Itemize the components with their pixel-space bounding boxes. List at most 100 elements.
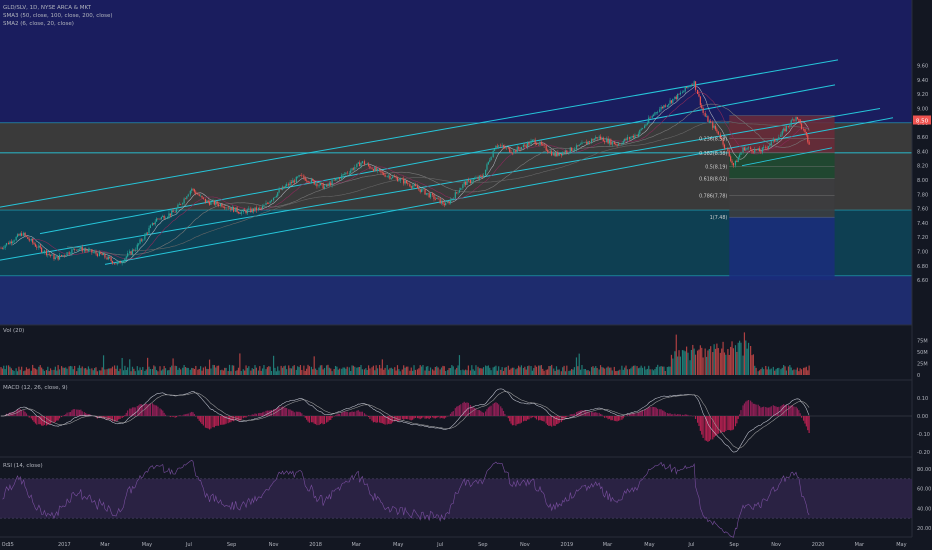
volume-bar	[116, 365, 118, 375]
volume-bar	[546, 369, 549, 375]
volume-bar	[496, 370, 498, 375]
volume-bar	[454, 369, 456, 375]
volume-bar	[803, 367, 805, 375]
volume-bar	[15, 368, 17, 375]
macd-histogram-bar	[354, 411, 356, 416]
volume-bar	[548, 366, 550, 375]
volume-bar	[56, 370, 58, 375]
volume-bar	[449, 368, 452, 375]
candle-body	[371, 168, 373, 170]
macd-histogram-bar	[694, 416, 697, 419]
time-tick-label: 2020	[812, 542, 825, 548]
candle-body	[716, 129, 718, 132]
candle-body	[670, 100, 673, 103]
macd-histogram-bar	[515, 416, 517, 426]
macd-histogram-bar	[587, 411, 589, 416]
candle-body	[19, 233, 21, 236]
candle-body	[745, 148, 747, 151]
candle-body	[568, 152, 570, 154]
volume-bar	[596, 368, 598, 375]
candle-body	[562, 152, 564, 156]
candle-body	[721, 138, 723, 139]
time-tick-label: May	[644, 542, 654, 548]
time-tick-label: May	[896, 542, 906, 548]
macd-histogram-bar	[341, 412, 343, 416]
candle-body	[632, 135, 635, 138]
volume-bar	[518, 365, 520, 375]
macd-histogram-bar	[422, 416, 424, 418]
macd-histogram-bar	[525, 416, 527, 421]
fibonacci-labels: 0.236(8.58)0.382(8.38)0.5(8.19)0.618(8.0…	[699, 137, 727, 222]
volume-bar	[394, 367, 396, 375]
macd-histogram-bar	[206, 416, 208, 429]
macd-histogram-bar	[233, 416, 235, 422]
volume-bar	[351, 365, 353, 375]
macd-histogram-bar	[486, 409, 488, 416]
volume-bar	[431, 369, 434, 375]
candle-body	[651, 115, 653, 118]
macd-histogram-bar	[783, 404, 785, 416]
volume-bar	[330, 368, 332, 375]
candle-body	[660, 107, 662, 110]
macd-histogram-bar	[792, 405, 794, 416]
candle-body	[121, 262, 123, 264]
macd-histogram-bar	[200, 416, 202, 423]
macd-histogram-bar	[280, 406, 282, 416]
price-tick-label: 7.20	[917, 235, 928, 241]
volume-bar	[657, 364, 659, 375]
candle-body	[772, 139, 774, 142]
macd-histogram-bar	[394, 416, 396, 422]
volume-bar	[458, 355, 461, 375]
macd-histogram-bar	[579, 410, 582, 416]
volume-bar	[224, 367, 226, 375]
macd-histogram-bar	[591, 411, 593, 416]
macd-histogram-bar	[524, 416, 526, 421]
macd-histogram-bar	[714, 416, 717, 436]
macd-histogram-bar	[451, 412, 453, 416]
macd-histogram-bar	[292, 410, 294, 416]
macd-histogram-bar	[34, 416, 37, 424]
macd-histogram-bar	[155, 405, 158, 416]
candle-body	[639, 130, 641, 134]
candle-body	[807, 135, 809, 142]
volume-bar	[564, 371, 567, 375]
macd-histogram-bar	[632, 413, 635, 416]
candle-body	[646, 122, 648, 125]
macd-histogram-bar	[306, 416, 308, 420]
candle-body	[569, 147, 571, 153]
volume-bar	[489, 367, 491, 375]
volume-bar	[245, 365, 247, 375]
volume-bar	[372, 365, 374, 375]
volume-bar	[668, 366, 670, 375]
time-tick-label: Mar	[351, 542, 361, 548]
candle-body	[507, 147, 509, 149]
macd-histogram-bar	[144, 403, 146, 416]
candle-body	[265, 203, 267, 206]
macd-histogram-bar	[655, 407, 657, 416]
volume-bar	[318, 367, 320, 375]
volume-bar	[154, 366, 156, 375]
volume-bar	[239, 353, 241, 375]
volume-bar	[763, 369, 765, 375]
volume-bar	[632, 365, 635, 375]
volume-bar	[568, 370, 570, 375]
volume-bar	[74, 365, 76, 375]
volume-bar	[45, 370, 48, 375]
candle-body	[572, 150, 574, 152]
macd-histogram-bar	[772, 405, 774, 416]
macd-histogram-bar	[359, 411, 361, 416]
candle-body	[683, 91, 685, 93]
candle-body	[422, 189, 424, 190]
macd-histogram-bar	[242, 416, 244, 419]
price-tick-label: 8.40	[917, 149, 928, 155]
volume-bar	[793, 369, 795, 375]
volume-bar	[350, 370, 352, 375]
macd-histogram-bar	[299, 412, 302, 416]
volume-bar	[193, 368, 196, 375]
volume-bar	[342, 367, 344, 375]
volume-bar	[151, 368, 154, 375]
candle-body	[384, 174, 386, 177]
volume-bar	[259, 366, 261, 375]
